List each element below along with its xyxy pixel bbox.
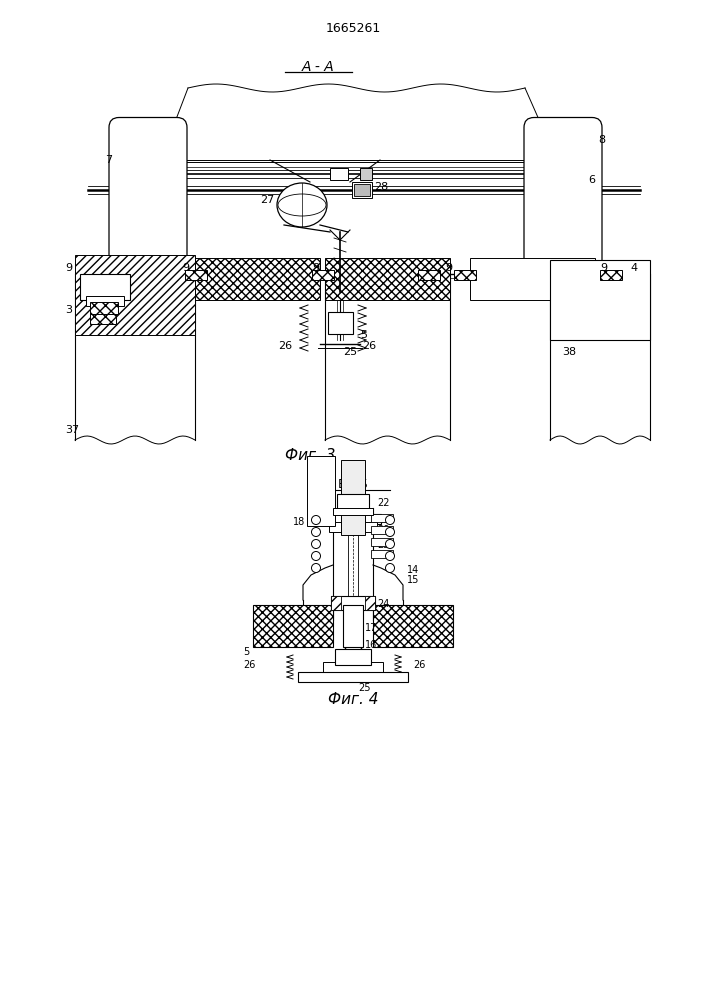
Bar <box>307 456 335 526</box>
Text: 25: 25 <box>343 347 357 357</box>
Bar <box>253 605 333 647</box>
Text: 14: 14 <box>407 565 419 575</box>
Bar <box>329 522 377 532</box>
Text: 37: 37 <box>65 425 79 435</box>
Ellipse shape <box>312 564 320 572</box>
Bar <box>90 314 116 324</box>
Text: 5: 5 <box>360 330 367 340</box>
Text: 23: 23 <box>377 540 390 550</box>
Text: Фиг. 3: Фиг. 3 <box>285 448 335 462</box>
Text: 27: 27 <box>260 195 274 205</box>
Text: 1665261: 1665261 <box>325 21 380 34</box>
Text: 28: 28 <box>374 182 388 192</box>
Bar <box>86 296 124 306</box>
Bar <box>185 270 207 280</box>
Text: 9: 9 <box>445 263 452 273</box>
Ellipse shape <box>385 528 395 536</box>
Bar <box>352 182 372 198</box>
Text: 38: 38 <box>562 347 576 357</box>
Text: 25: 25 <box>358 683 370 693</box>
Text: Фиг. 4: Фиг. 4 <box>328 692 378 708</box>
Ellipse shape <box>312 528 320 536</box>
Bar <box>328 312 353 334</box>
Text: 26: 26 <box>278 341 292 351</box>
Bar <box>371 514 393 522</box>
Text: А - А: А - А <box>302 60 334 74</box>
Text: 7: 7 <box>105 155 112 165</box>
Bar <box>341 460 365 535</box>
Bar <box>325 258 450 300</box>
Bar <box>325 514 381 524</box>
Bar <box>298 672 408 682</box>
Text: 16: 16 <box>365 640 378 650</box>
Ellipse shape <box>312 552 320 560</box>
Text: 26: 26 <box>243 660 255 670</box>
Text: 26: 26 <box>362 341 376 351</box>
Text: 6: 6 <box>588 175 595 185</box>
Bar <box>333 508 373 515</box>
Bar <box>195 258 320 300</box>
Bar <box>600 270 622 280</box>
FancyBboxPatch shape <box>524 117 602 292</box>
Ellipse shape <box>312 540 320 548</box>
Bar <box>371 526 393 534</box>
Bar <box>371 538 393 546</box>
Text: 18: 18 <box>293 517 305 527</box>
Text: 21: 21 <box>377 515 390 525</box>
Bar <box>343 605 363 647</box>
Ellipse shape <box>385 516 395 524</box>
Text: 26: 26 <box>413 660 426 670</box>
Bar <box>323 662 383 672</box>
Bar <box>312 270 334 280</box>
Text: 20: 20 <box>377 525 390 535</box>
Bar <box>337 494 369 510</box>
Bar <box>373 605 453 647</box>
Text: 9: 9 <box>600 263 607 273</box>
Text: 3: 3 <box>65 305 72 315</box>
Bar <box>90 302 118 314</box>
Bar <box>331 596 375 610</box>
Ellipse shape <box>277 183 327 227</box>
Bar <box>360 168 372 180</box>
Bar <box>454 270 476 280</box>
Bar <box>335 649 371 665</box>
Ellipse shape <box>385 552 395 560</box>
Ellipse shape <box>385 540 395 548</box>
Ellipse shape <box>385 564 395 572</box>
Bar <box>550 260 650 340</box>
Text: 22: 22 <box>377 498 390 508</box>
Text: Б - Б: Б - Б <box>338 479 368 491</box>
Bar <box>470 258 595 300</box>
Text: 15: 15 <box>407 575 419 585</box>
Ellipse shape <box>312 516 320 524</box>
Bar <box>418 270 440 280</box>
Text: 17: 17 <box>365 623 378 633</box>
Bar <box>331 596 341 610</box>
Text: 9: 9 <box>182 263 189 273</box>
Text: 9: 9 <box>312 263 319 273</box>
Text: 5: 5 <box>243 647 250 657</box>
Bar <box>371 550 393 558</box>
Text: 24: 24 <box>377 599 390 609</box>
FancyBboxPatch shape <box>109 117 187 292</box>
Bar <box>80 274 130 300</box>
Bar <box>75 255 195 335</box>
Text: 9: 9 <box>65 263 72 273</box>
Text: 8: 8 <box>598 135 605 145</box>
Bar <box>330 168 348 180</box>
Text: 4: 4 <box>630 263 637 273</box>
Bar <box>354 184 370 196</box>
Bar <box>365 596 375 610</box>
